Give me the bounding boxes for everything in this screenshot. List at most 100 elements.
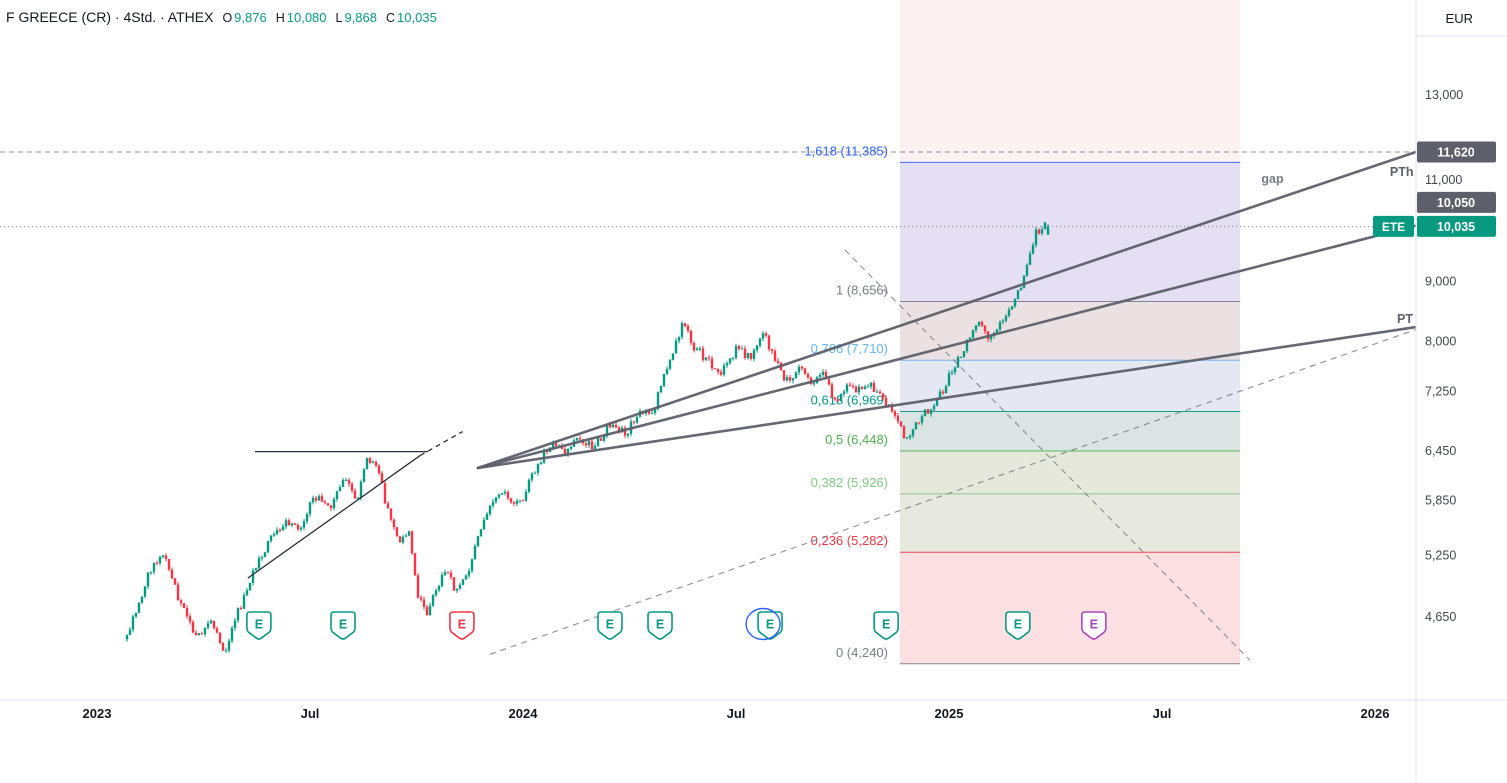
candle-body bbox=[293, 523, 297, 525]
candle-body bbox=[494, 497, 498, 502]
candle-body bbox=[770, 349, 774, 352]
candle-body bbox=[350, 483, 354, 491]
earnings-icon[interactable] bbox=[330, 611, 356, 640]
fib-level-label-0,5[interactable]: 0,5 (6,448) bbox=[825, 432, 888, 447]
candle-body bbox=[665, 368, 669, 375]
candle-body bbox=[623, 427, 627, 436]
fib-level-label-1[interactable]: 1 (8,656) bbox=[836, 282, 888, 297]
earnings-icon[interactable] bbox=[757, 611, 783, 640]
candle-body bbox=[356, 497, 360, 499]
candle-body bbox=[818, 374, 822, 378]
earnings-marker[interactable]: E bbox=[449, 611, 475, 640]
earnings-icon[interactable] bbox=[1005, 611, 1031, 640]
candle-body bbox=[482, 519, 486, 530]
candle-body bbox=[215, 628, 219, 633]
earnings-icon[interactable] bbox=[449, 611, 475, 640]
earnings-marker[interactable]: E bbox=[873, 611, 899, 640]
pth-trendline[interactable] bbox=[476, 150, 1418, 470]
candle-body bbox=[533, 472, 537, 474]
symbol-title[interactable]: F GREECE (CR) · 4Std. · ATHEX bbox=[6, 9, 214, 25]
earnings-icon[interactable] bbox=[647, 611, 673, 640]
earnings-letter: E bbox=[656, 618, 664, 632]
candle-body bbox=[788, 377, 792, 381]
fib-level-label-0,382[interactable]: 0,382 (5,926) bbox=[811, 475, 888, 490]
candle-body bbox=[263, 552, 267, 558]
candle-body bbox=[257, 558, 261, 569]
candle-body bbox=[602, 436, 606, 441]
fib-level-label-0,618[interactable]: 0,618 (6,969) bbox=[811, 393, 888, 408]
earnings-marker[interactable]: E bbox=[246, 611, 272, 640]
candle-body bbox=[875, 391, 879, 393]
candle-body bbox=[464, 575, 468, 580]
time-tick-Jul-30: Jul bbox=[1153, 706, 1172, 721]
candle-body bbox=[218, 632, 222, 644]
fib-level-label-0,786[interactable]: 0,786 (7,710) bbox=[811, 341, 888, 356]
fib-band-0,5 bbox=[900, 450, 1241, 494]
candle-body bbox=[323, 501, 327, 504]
candle-body bbox=[197, 633, 201, 636]
candle-body bbox=[1037, 229, 1041, 234]
fib-level-label-0,236[interactable]: 0,236 (5,282) bbox=[811, 533, 888, 548]
earnings-icon[interactable] bbox=[873, 611, 899, 640]
candle-body bbox=[179, 600, 183, 604]
earnings-icon[interactable] bbox=[246, 611, 272, 640]
candle-body bbox=[515, 500, 519, 504]
earnings-marker[interactable]: E bbox=[757, 611, 783, 640]
projection-zone[interactable] bbox=[900, 0, 1241, 664]
earnings-letter: E bbox=[1090, 618, 1098, 632]
candle-body bbox=[476, 535, 480, 547]
fib-level-label-0[interactable]: 0 (4,240) bbox=[836, 645, 888, 660]
time-axis-panel[interactable] bbox=[0, 700, 1507, 783]
candle-body bbox=[455, 588, 459, 591]
earnings-marker[interactable]: E bbox=[1081, 611, 1107, 640]
candle-body bbox=[905, 437, 909, 439]
candle-body bbox=[926, 409, 930, 414]
candle-body bbox=[503, 491, 507, 494]
candle-body bbox=[221, 643, 225, 651]
triangle-rising-ext[interactable] bbox=[419, 430, 463, 457]
candle-body bbox=[404, 535, 408, 537]
earnings-letter: E bbox=[606, 618, 614, 632]
candle-body bbox=[728, 358, 732, 364]
earnings-marker[interactable]: E bbox=[647, 611, 673, 640]
candle-body bbox=[917, 422, 921, 424]
earnings-marker[interactable]: E bbox=[597, 611, 623, 640]
candle-body bbox=[296, 524, 300, 530]
annotation-pt[interactable]: PT bbox=[1397, 312, 1413, 326]
price-axis-panel[interactable] bbox=[1416, 0, 1507, 783]
annotation-gap[interactable]: gap bbox=[1261, 172, 1284, 186]
falling-projection[interactable] bbox=[844, 249, 1251, 661]
earnings-marker[interactable]: E bbox=[330, 611, 356, 640]
candle-body bbox=[605, 424, 609, 437]
earnings-marker[interactable]: E bbox=[1005, 611, 1031, 640]
earnings-icon[interactable] bbox=[1081, 611, 1107, 640]
candle-body bbox=[158, 556, 162, 564]
candle-body bbox=[326, 503, 330, 506]
candle-body bbox=[299, 527, 303, 530]
candle-body bbox=[305, 514, 309, 522]
triangle-rising-line[interactable] bbox=[247, 455, 421, 579]
candle-body bbox=[587, 441, 591, 446]
candle-body bbox=[794, 372, 798, 379]
candle-body bbox=[473, 546, 477, 560]
annotation-pth[interactable]: PTh bbox=[1390, 165, 1414, 179]
candle-body bbox=[950, 372, 954, 374]
candle-body bbox=[209, 620, 213, 624]
earnings-icon[interactable] bbox=[597, 611, 623, 640]
fib-level-label-1,618[interactable]: 1,618 (11,385) bbox=[804, 143, 888, 158]
pt-trendline[interactable] bbox=[476, 325, 1418, 470]
candle-body bbox=[893, 411, 897, 416]
candle-body bbox=[290, 523, 294, 526]
candle-body bbox=[989, 335, 993, 340]
symbol-tag-badge bbox=[1373, 215, 1414, 237]
candle-body bbox=[131, 616, 135, 630]
earnings-highlight-circle[interactable] bbox=[745, 607, 781, 641]
symbol-legend[interactable]: F GREECE (CR) · 4Std. · ATHEX O 9,876 H 10,0… bbox=[6, 9, 437, 25]
candle-body bbox=[866, 386, 870, 388]
candle-body bbox=[836, 399, 840, 402]
candle-body bbox=[539, 462, 543, 464]
mid-trendline[interactable] bbox=[476, 224, 1418, 470]
rising-projection[interactable] bbox=[489, 329, 1417, 655]
candle-body bbox=[845, 384, 849, 392]
